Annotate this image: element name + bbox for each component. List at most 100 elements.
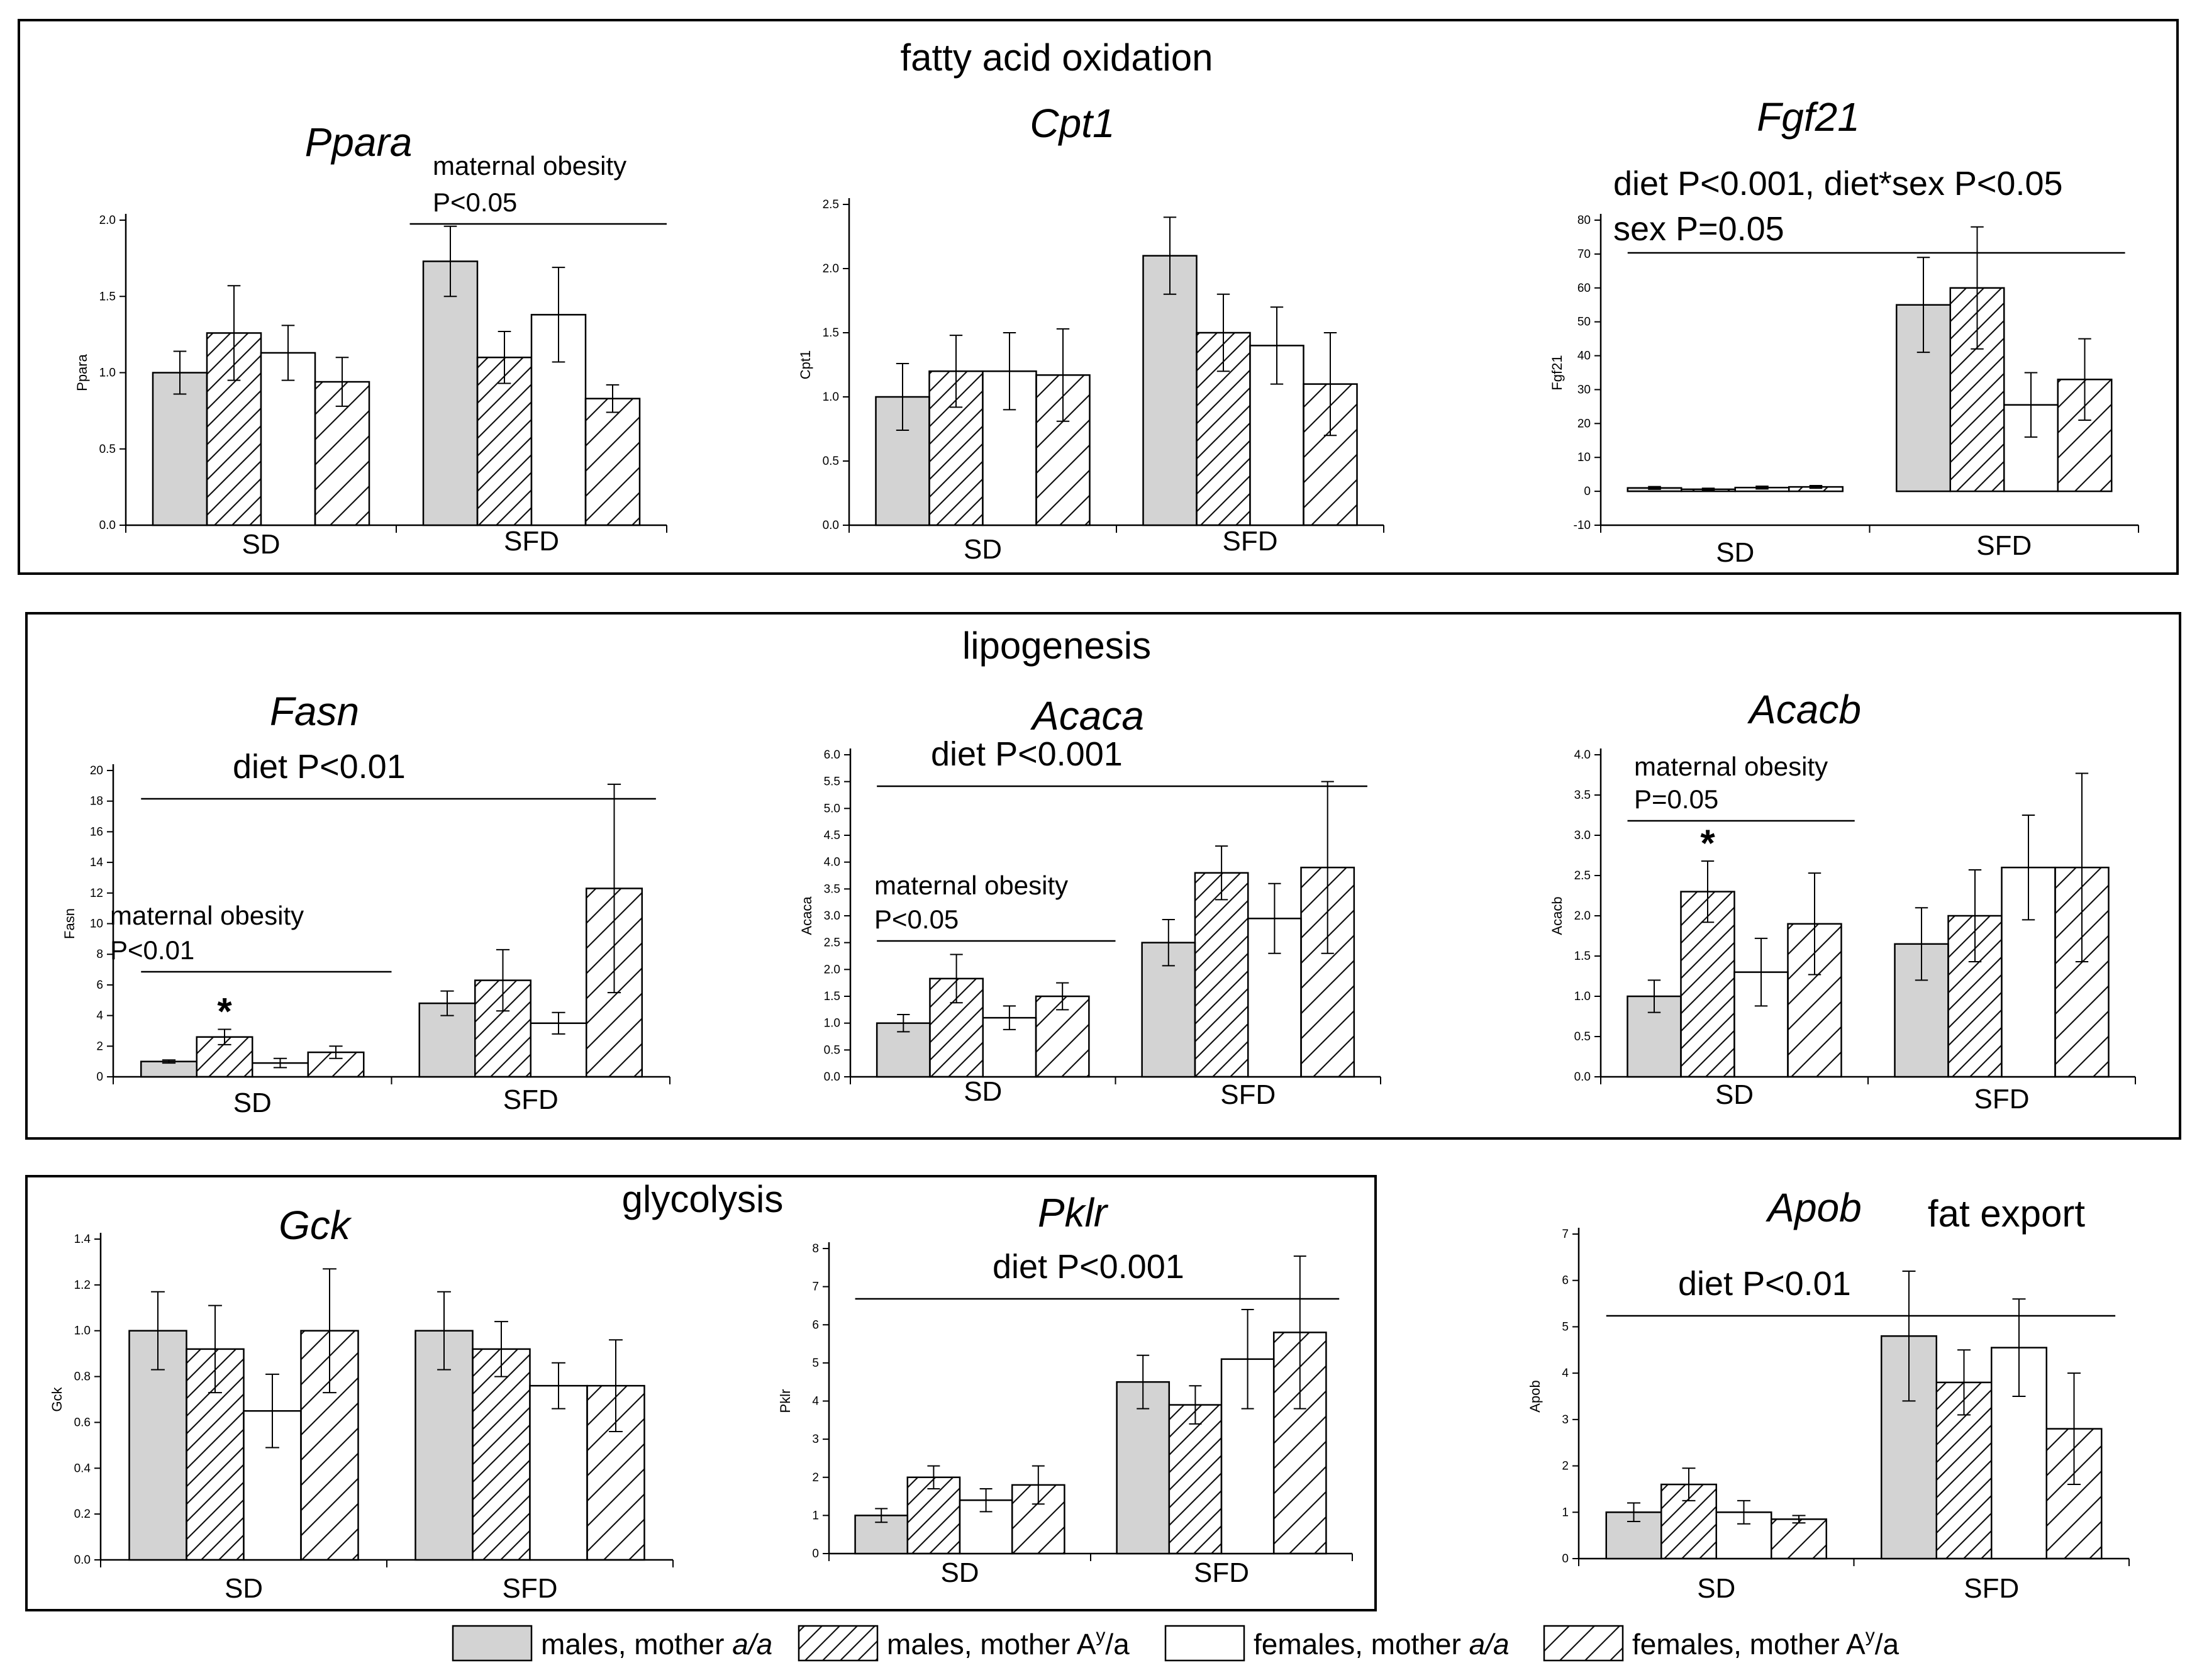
bar (584, 398, 641, 526)
bar (422, 260, 479, 526)
y-axis-label: Fasn (62, 908, 77, 939)
y-tick-label: 0.0 (824, 1071, 840, 1084)
y-tick-label: 3.0 (1574, 829, 1591, 842)
x-category-label: SFD (1964, 1573, 2019, 1604)
y-tick-label: 2.5 (823, 198, 839, 211)
chart-gck: Gck 0.0 0.2 0.4 0.6 0.8 1.0 1.2 1.4 Gck SD SFD (49, 1203, 674, 1604)
annotation-text: diet P<0.01 (233, 748, 406, 786)
annotation-text: P=0.05 (1634, 784, 1718, 814)
y-tick-label: 2.0 (99, 214, 116, 227)
x-category-label: SFD (1976, 530, 2032, 561)
section-title-lipogenesis: lipogenesis (962, 625, 1151, 667)
y-tick-label: 2.5 (824, 937, 840, 950)
significance-star: * (1700, 822, 1715, 864)
y-tick-label: 1.0 (74, 1325, 91, 1338)
y-tick-label: 0.5 (99, 443, 116, 456)
bar (906, 1476, 961, 1555)
chart-title: Fgf21 (1757, 94, 1860, 140)
y-tick-label: 30 (1577, 383, 1591, 396)
y-tick-label: 2.0 (823, 262, 839, 275)
chart-pklr: Pklr 0 1 2 3 4 5 6 7 8 Pklr SD SFD diet P<0.001 (777, 1190, 1353, 1588)
section-title-glycolysis: glycolysis (622, 1178, 784, 1220)
x-category-label: SD (940, 1557, 979, 1588)
y-tick-label: 1.5 (823, 326, 839, 340)
y-tick-label: 10 (90, 918, 103, 931)
y-tick-label: 2 (812, 1471, 819, 1484)
y-tick-label: 1.0 (99, 367, 116, 380)
y-tick-label: 1.0 (824, 1017, 840, 1030)
y-tick-label: 5.5 (824, 776, 840, 789)
y-tick-label: 6 (96, 979, 103, 992)
box-lipogenesis (25, 612, 2181, 1140)
legend-swatch (1164, 1625, 1245, 1662)
bar (529, 1384, 588, 1561)
y-axis-label: Pklr (777, 1389, 793, 1413)
y-axis-label: Cpt1 (798, 350, 813, 379)
chart-title: Pklr (1038, 1190, 1109, 1235)
y-axis-label: Gck (49, 1386, 65, 1411)
bar (476, 357, 533, 526)
annotation-text: P<0.05 (874, 904, 959, 934)
annotation-text: maternal obesity (874, 871, 1068, 900)
y-tick-label: 50 (1577, 316, 1591, 329)
y-tick-label: 1 (812, 1509, 819, 1522)
y-tick-label: 10 (1577, 451, 1591, 464)
box-fatty-acid-oxidation (18, 19, 2179, 575)
y-tick-label: 3.5 (1574, 789, 1591, 802)
y-tick-label: 1.4 (74, 1233, 91, 1246)
y-axis-label: Ppara (74, 353, 90, 391)
y-tick-label: 4 (96, 1010, 103, 1023)
bar (140, 1060, 197, 1078)
y-tick-label: 1 (1562, 1506, 1569, 1519)
y-tick-label: 0.0 (823, 519, 839, 532)
y-tick-label: 0.0 (74, 1554, 91, 1567)
bar (1116, 1381, 1171, 1555)
bar (1194, 872, 1249, 1078)
y-tick-label: 1.5 (99, 290, 116, 303)
y-axis-label: Acacb (1549, 896, 1565, 935)
x-category-label: SD (964, 534, 1002, 565)
bar (2057, 379, 2113, 492)
y-tick-label: 6 (812, 1318, 819, 1332)
y-tick-label: 3.5 (824, 882, 840, 896)
box-glycolysis (25, 1175, 1377, 1611)
y-tick-label: 0 (96, 1071, 103, 1084)
chart-title: Apob (1765, 1185, 1861, 1230)
y-tick-label: 20 (1577, 417, 1591, 430)
y-tick-label: 4.5 (824, 829, 840, 842)
y-tick-label: 5 (812, 1357, 819, 1370)
x-category-label: SD (225, 1573, 263, 1604)
y-tick-label: 1.5 (1574, 950, 1591, 963)
chart-title: Cpt1 (1030, 101, 1115, 146)
bar (1991, 1347, 2047, 1560)
y-axis-label: Acaca (799, 896, 815, 935)
y-tick-label: 0.6 (74, 1416, 91, 1429)
legend-label: females, mother a/a (1254, 1628, 1510, 1661)
y-tick-label: 7 (812, 1281, 819, 1294)
y-tick-label: 6.0 (824, 748, 840, 762)
legend-label: females, mother Ay/a (1632, 1625, 1899, 1661)
chart-title: Acacb (1747, 687, 1861, 732)
y-tick-label: 70 (1577, 248, 1591, 261)
significance-star: * (217, 991, 232, 1033)
y-tick-label: -10 (1574, 519, 1591, 532)
annotation-text: diet P<0.001 (993, 1248, 1184, 1286)
section-title-fat-export: fat export (1928, 1193, 2085, 1235)
chart-ppara: Ppara 0.0 0.5 1.0 1.5 2.0 Ppara SD SFD maternal o… (74, 120, 667, 560)
x-category-label: SD (964, 1076, 1002, 1107)
x-category-label: SFD (1974, 1084, 2030, 1115)
y-tick-label: 1.0 (1574, 990, 1591, 1003)
y-tick-label: 7 (1562, 1228, 1569, 1241)
x-category-label: SD (233, 1088, 272, 1118)
y-tick-label: 3 (1562, 1413, 1569, 1427)
y-tick-label: 2.0 (1574, 910, 1591, 923)
y-tick-label: 0 (1562, 1552, 1569, 1566)
y-tick-label: 0.8 (74, 1371, 91, 1384)
charts: Ppara 0.0 0.5 1.0 1.5 2.0 Ppara SD SFD maternal o… (49, 94, 2139, 1604)
y-tick-label: 18 (90, 795, 103, 808)
y-tick-label: 40 (1577, 350, 1591, 363)
x-category-label: SD (1715, 1079, 1754, 1110)
y-tick-label: 80 (1577, 214, 1591, 227)
y-tick-label: 2 (1562, 1460, 1569, 1473)
